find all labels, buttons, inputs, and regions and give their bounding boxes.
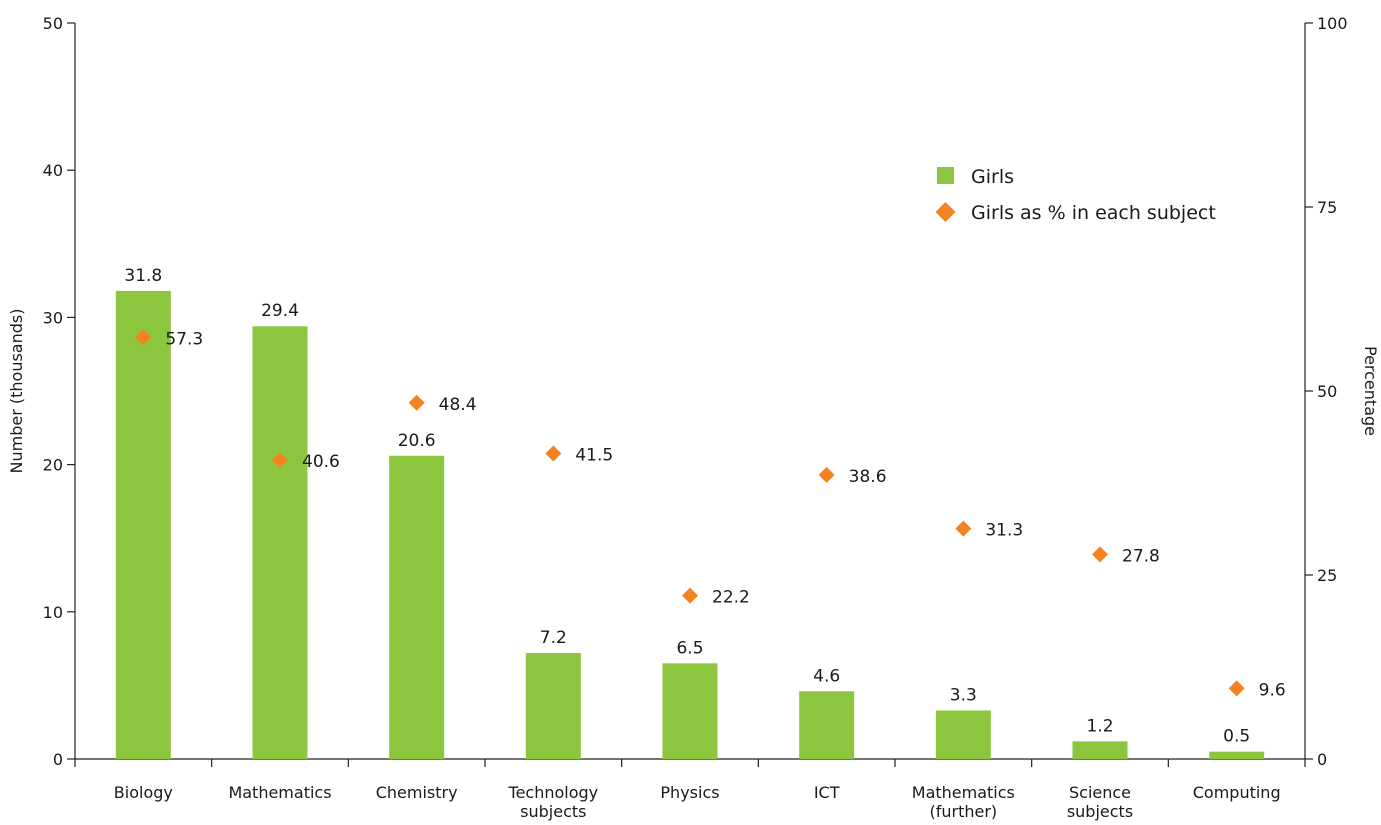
x-category-label: ICT: [814, 783, 840, 802]
diamond-marker: [1092, 546, 1108, 563]
diamond-marker: [1228, 680, 1245, 697]
y-axis-left-title: Number (thousands): [7, 309, 26, 474]
bar: [799, 691, 855, 759]
bar: [1072, 741, 1128, 759]
bar: [115, 290, 171, 759]
x-category-label: Technology subjects: [508, 783, 599, 821]
y-left-tick-label: 30: [43, 308, 63, 327]
bar-value-label: 4.6: [813, 666, 840, 686]
x-category-label: Mathematics: [228, 783, 331, 802]
y-axis-right-title: Percentage: [1361, 346, 1380, 436]
diamond-value-label: 48.4: [439, 395, 477, 415]
bar-value-label: 3.3: [950, 685, 977, 705]
bar: [935, 710, 991, 759]
bar: [252, 326, 308, 759]
x-category-label: Mathematics (further): [912, 783, 1015, 821]
bar-value-label: 1.2: [1086, 716, 1113, 736]
diamond-value-label: 31.3: [985, 521, 1023, 541]
y-right-tick-label: 100: [1317, 14, 1348, 33]
bars: 31.8 29.4 20.6 7.2 6.5 4.6 3.3 1.2 0.5: [115, 266, 1265, 759]
legend-label-girls-percent: Girls as % in each subject: [971, 202, 1216, 224]
legend-bar-swatch: [937, 167, 954, 184]
diamond-value-label: 57.3: [165, 329, 203, 349]
diamond-value-label: 22.2: [712, 588, 750, 608]
y-right-tick-label: 75: [1317, 198, 1337, 217]
legend: Girls Girls as % in each subject: [935, 166, 1216, 224]
x-category-label: Physics: [660, 783, 719, 802]
x-category-label: Biology: [114, 783, 173, 802]
bar-value-label: 6.5: [676, 638, 703, 658]
y-left-tick-label: 40: [43, 161, 63, 180]
bar-value-label: 29.4: [261, 301, 299, 321]
diamond-marker: [545, 445, 562, 462]
diamond-marker: [818, 466, 835, 483]
y-left-tick-label: 20: [43, 456, 63, 475]
bar-value-label: 7.2: [540, 628, 567, 648]
x-category-label: Chemistry: [376, 783, 458, 802]
diamond-value-label: 27.8: [1122, 546, 1160, 566]
bar: [525, 653, 581, 759]
diamond-value-label: 9.6: [1259, 680, 1286, 700]
diamond-value-label: 38.6: [849, 467, 887, 487]
bar-value-label: 20.6: [398, 431, 436, 451]
diamond-value-label: 40.6: [302, 452, 340, 472]
y-right-tick-label: 0: [1317, 750, 1327, 769]
y-left-tick-label: 0: [53, 750, 63, 769]
axes: 0 10 20 30 40 50 0 25 50 75 100 Biology Mathematics C…: [7, 14, 1380, 821]
bar-value-label: 0.5: [1223, 727, 1250, 747]
x-category-label: Science subjects: [1067, 783, 1133, 821]
diamond-marker: [682, 587, 698, 604]
diamond-marker: [135, 329, 152, 346]
y-left-tick-label: 50: [43, 14, 63, 33]
y-right-tick-label: 50: [1317, 382, 1337, 401]
markers: 57.3 40.6 48.4 41.5 22.2 38.6 31.3 27.8 9.6: [135, 329, 1286, 700]
y-left-tick-label: 10: [43, 603, 63, 622]
diamond-value-label: 41.5: [575, 446, 613, 466]
bar: [1209, 751, 1265, 759]
legend-label-girls: Girls: [971, 166, 1014, 188]
diamond-marker: [272, 452, 288, 469]
x-category-label: Computing: [1193, 783, 1281, 802]
diamond-marker: [408, 394, 425, 411]
diamond-marker: [955, 520, 972, 537]
bar: [389, 455, 445, 759]
bar-value-label: 31.8: [124, 266, 162, 286]
bar: [662, 663, 718, 759]
legend-diamond-swatch: [935, 202, 956, 222]
y-right-tick-label: 25: [1317, 566, 1337, 585]
